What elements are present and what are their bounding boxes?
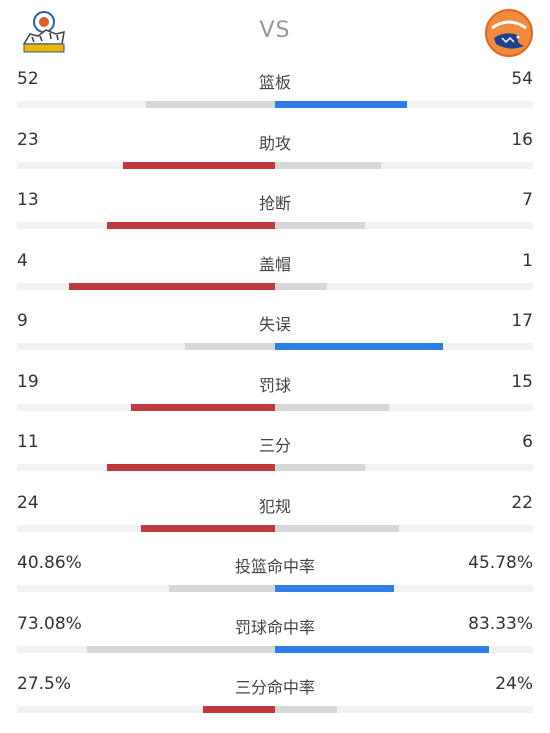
left-bar-track xyxy=(17,101,275,108)
right-team-bar xyxy=(275,161,381,169)
right-team-value: 17 xyxy=(511,311,533,331)
tiger-logo-icon[interactable] xyxy=(20,10,68,56)
right-team-value: 45.78% xyxy=(468,553,533,573)
right-team-value: 7 xyxy=(522,190,533,210)
right-team-bar xyxy=(275,645,490,653)
stat-row: 73.08% 罚球命中率 83.33% xyxy=(0,607,550,668)
stat-row: 4 盖帽 1 xyxy=(0,244,550,305)
stat-row: 40.86% 投篮命中率 45.78% xyxy=(0,546,550,607)
left-bar-track xyxy=(17,524,275,532)
left-bar-track xyxy=(17,222,275,229)
right-bar-track xyxy=(275,161,533,169)
left-team-bar xyxy=(86,645,275,653)
stat-label: 篮板 xyxy=(258,73,291,92)
stats-list: 52 篮板 54 23 助攻 16 13 抢断 7 4 盖帽 1 9 失误 17 19 罚球 15 11 三分 6 24 犯… xyxy=(0,62,550,728)
left-bar-track xyxy=(17,403,275,411)
shark-logo-icon[interactable] xyxy=(484,8,534,58)
right-bar-track xyxy=(275,706,533,713)
right-bar-track xyxy=(275,464,533,471)
left-team-bar xyxy=(169,585,275,592)
right-team-value: 6 xyxy=(522,432,533,452)
stat-row: 52 篮板 54 xyxy=(0,62,550,123)
right-team-bar xyxy=(275,282,327,290)
right-bar-track xyxy=(275,222,533,229)
left-team-bar xyxy=(107,222,275,229)
stat-label: 抢断 xyxy=(258,194,291,213)
stat-row: 11 三分 6 xyxy=(0,425,550,486)
left-team-bar xyxy=(68,282,275,290)
left-team-value: 19 xyxy=(17,371,39,392)
right-bar-track xyxy=(275,585,533,592)
right-bar-track xyxy=(275,645,533,653)
left-team-value: 4 xyxy=(17,250,28,271)
left-team-bar xyxy=(146,101,275,108)
left-team-bar xyxy=(140,524,275,532)
right-team-value: 24% xyxy=(495,674,533,694)
left-bar-track xyxy=(17,161,275,169)
stat-label: 投篮命中率 xyxy=(234,557,315,576)
stat-row: 9 失误 17 xyxy=(0,304,550,365)
stat-label: 盖帽 xyxy=(258,254,291,274)
stat-row: 13 抢断 7 xyxy=(0,183,550,244)
left-team-value: 9 xyxy=(17,311,28,331)
right-team-bar xyxy=(275,222,366,229)
stat-row: 19 罚球 15 xyxy=(0,365,550,426)
left-team-value: 27.5% xyxy=(17,674,72,694)
stat-row: 27.5% 三分命中率 24% xyxy=(0,667,550,728)
left-bar-track xyxy=(17,343,275,350)
left-team-bar xyxy=(122,161,275,169)
stat-label: 失误 xyxy=(258,315,291,334)
left-team-value: 23 xyxy=(17,129,39,150)
stat-label: 三分命中率 xyxy=(234,678,315,697)
stat-row: 23 助攻 16 xyxy=(0,123,550,184)
left-bar-track xyxy=(17,282,275,290)
left-team-value: 11 xyxy=(17,432,39,452)
right-team-value: 83.33% xyxy=(468,613,533,634)
left-team-bar xyxy=(202,706,275,713)
stat-label: 罚球 xyxy=(258,375,291,395)
right-bar-track xyxy=(275,524,533,532)
right-team-bar xyxy=(275,464,366,471)
left-team-value: 24 xyxy=(17,492,39,513)
right-bar-track xyxy=(275,403,533,411)
right-bar-track xyxy=(275,343,533,350)
right-team-bar xyxy=(275,585,394,592)
stat-label: 罚球命中率 xyxy=(234,617,315,637)
stat-label: 助攻 xyxy=(258,133,291,153)
stat-label: 三分 xyxy=(258,436,291,455)
left-bar-track xyxy=(17,645,275,653)
left-bar-track xyxy=(17,585,275,592)
right-team-value: 22 xyxy=(511,492,533,513)
left-team-value: 73.08% xyxy=(17,613,82,634)
matchup-header: VS xyxy=(0,0,550,62)
right-team-bar xyxy=(275,343,443,350)
left-team-value: 52 xyxy=(17,69,39,89)
stat-label: 犯规 xyxy=(258,496,291,516)
right-team-bar xyxy=(275,706,337,713)
stat-row: 24 犯规 22 xyxy=(0,486,550,547)
right-bar-track xyxy=(275,282,533,290)
left-team-value: 40.86% xyxy=(17,553,82,573)
right-team-value: 15 xyxy=(511,371,533,392)
right-team-value: 16 xyxy=(511,129,533,150)
left-team-value: 13 xyxy=(17,190,39,210)
right-team-bar xyxy=(275,524,399,532)
right-bar-track xyxy=(275,101,533,108)
right-team-bar xyxy=(275,403,389,411)
left-bar-track xyxy=(17,464,275,471)
right-team-value: 54 xyxy=(511,69,533,89)
right-team-bar xyxy=(275,101,407,108)
left-bar-track xyxy=(17,706,275,713)
left-team-bar xyxy=(107,464,275,471)
left-team-bar xyxy=(184,343,275,350)
left-team-bar xyxy=(130,403,275,411)
right-team-value: 1 xyxy=(522,250,533,271)
vs-label: VS xyxy=(259,18,291,43)
